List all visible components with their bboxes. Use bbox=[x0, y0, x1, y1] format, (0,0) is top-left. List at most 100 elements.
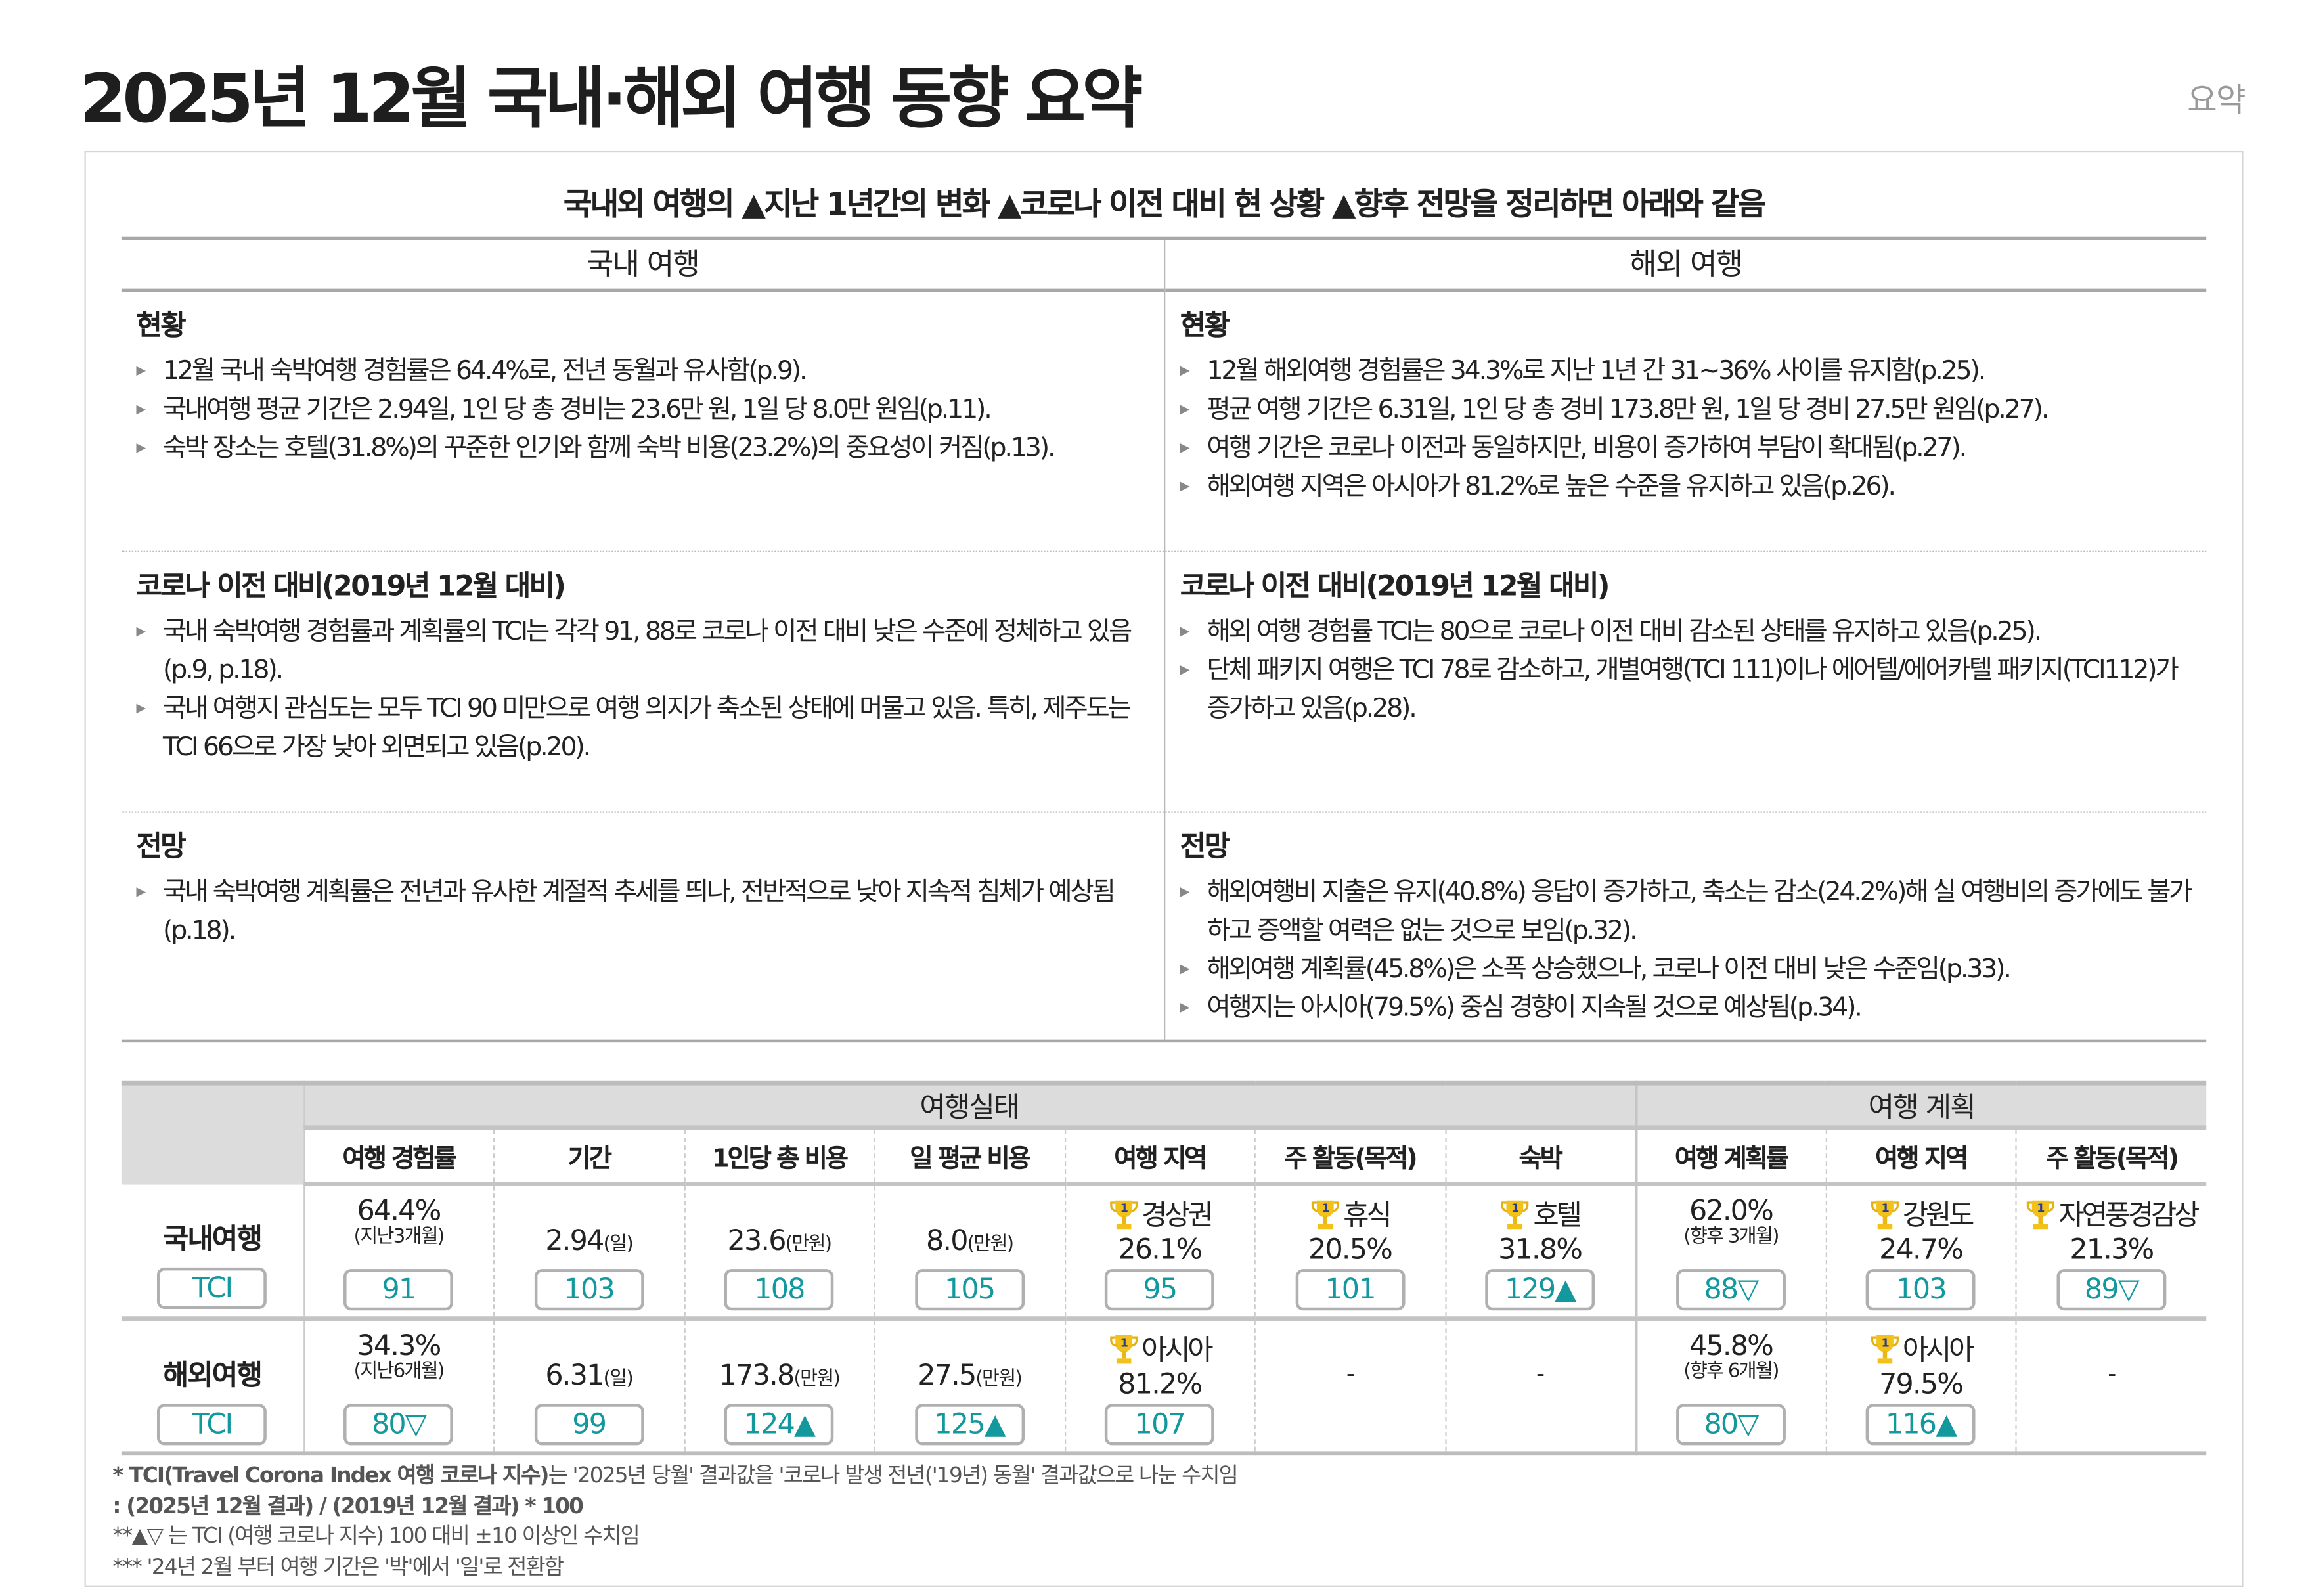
column-header: 일 평균 비용 bbox=[874, 1127, 1065, 1186]
section-tag: 요약 bbox=[2187, 83, 2246, 120]
trophy-icon: 1 bbox=[1109, 1200, 1138, 1230]
stats-table: 여행실태 여행 계획 여행 경험률 기간 1인당 총 비용 일 평균 비용 여행 지역 주 … bbox=[121, 1080, 2207, 1456]
stat-value: 2.94(일) bbox=[545, 1224, 633, 1258]
tci-value: 80▽ bbox=[343, 1404, 454, 1446]
trophy-icon: 1 bbox=[1312, 1200, 1340, 1230]
tci-value: 99 bbox=[534, 1404, 644, 1446]
column-header: 여행 계획률 bbox=[1633, 1127, 1826, 1186]
content-flow: 국내 여행 현황 12월 국내 숙박여행 경험률은 64.4%로, 전년 동월과 … bbox=[112, 236, 2207, 1583]
column-header: 주 활동(목적) bbox=[2015, 1127, 2207, 1186]
column-heading: 해외 여행 bbox=[1165, 240, 2207, 292]
svg-text:1: 1 bbox=[1881, 1202, 1889, 1215]
stat-value: 1 자연풍경감상 21.3% bbox=[2017, 1195, 2207, 1266]
table-cell: 8.0(만원) 105 bbox=[874, 1184, 1065, 1321]
table-cell: 45.8% (향후 6개월) 80▽ bbox=[1633, 1318, 1826, 1453]
tci-value: 80▽ bbox=[1676, 1404, 1786, 1446]
trophy-icon: 1 bbox=[1501, 1200, 1530, 1230]
svg-text:1: 1 bbox=[1881, 1337, 1889, 1350]
stat-value: 6.31(일) bbox=[545, 1359, 633, 1392]
bullet-item: 평균 여행 기간은 6.31일, 1인 당 총 경비 173.8만 원, 1일 … bbox=[1180, 391, 2198, 430]
bullet-item: 국내여행 평균 기간은 2.94일, 1인 당 총 경비는 23.6만 원, 1… bbox=[136, 391, 1155, 430]
summary-section: 현황 12월 국내 숙박여행 경험률은 64.4%로, 전년 동월과 유사함(p.… bbox=[121, 292, 1164, 552]
stat-value: 1 아시아 81.2% bbox=[1065, 1330, 1254, 1401]
footnotes: * TCI(Travel Corona Index 여행 코로나 지수)는 '2… bbox=[112, 1461, 2206, 1583]
svg-text:1: 1 bbox=[1120, 1337, 1128, 1350]
rank-name: 호텔 bbox=[1533, 1199, 1582, 1232]
column-header: 숙박 bbox=[1444, 1127, 1636, 1186]
table-cell: 1 휴식 20.5% 101 bbox=[1254, 1184, 1446, 1321]
summary-panel: 국내 여행 현황 12월 국내 숙박여행 경험률은 64.4%로, 전년 동월과 … bbox=[121, 236, 2207, 1043]
row-label: 해외여행 bbox=[162, 1359, 263, 1392]
table-cell: 1 강원도 24.7% 103 bbox=[1825, 1184, 2016, 1321]
summary-subtitle: 국내외 여행의 ▲지난 1년간의 변화 ▲코로나 이전 대비 현 상황 ▲향후 … bbox=[563, 187, 1766, 223]
bullet-item: 국내 숙박여행 경험률과 계획률의 TCI는 각각 91, 88로 코로나 이전… bbox=[136, 613, 1155, 690]
summary-section: 현황 12월 해외여행 경험률은 34.3%로 지난 1년 간 31~36% 사이… bbox=[1165, 292, 2207, 552]
tci-value: 103 bbox=[1866, 1269, 1976, 1311]
bullet-item: 해외 여행 경험률 TCI는 80으로 코로나 이전 대비 감소된 상태를 유지… bbox=[1180, 613, 2198, 652]
tci-value: 105 bbox=[914, 1269, 1025, 1311]
tci-value: 108 bbox=[724, 1269, 834, 1311]
stat-value: 23.6(만원) bbox=[727, 1224, 833, 1258]
bullet-item: 12월 해외여행 경험률은 34.3%로 지난 1년 간 31~36% 사이를 … bbox=[1180, 353, 2198, 391]
rank-name: 아시아 bbox=[1902, 1334, 1975, 1367]
group-header-plan: 여행 계획 bbox=[1633, 1083, 2207, 1130]
content-frame bbox=[84, 150, 2244, 1587]
section-title: 코로나 이전 대비(2019년 12월 대비) bbox=[1180, 569, 1610, 603]
tci-label: TCI bbox=[157, 1404, 267, 1446]
bullet-item: 해외여행 지역은 아시아가 81.2%로 높은 수준을 유지하고 있음(p.26… bbox=[1180, 468, 2198, 506]
bullet-item: 해외여행비 지출은 유지(40.8%) 응답이 증가하고, 축소는 감소(24.… bbox=[1180, 874, 2198, 950]
section-title: 현황 bbox=[1180, 309, 1230, 342]
table-cell: 1 아시아 79.5% 116▲ bbox=[1825, 1318, 2016, 1453]
rank-name: 아시아 bbox=[1141, 1334, 1214, 1367]
tci-value: 89▽ bbox=[2056, 1269, 2167, 1311]
footnote-3: *** '24년 2월 부터 여행 기간은 '박'에서 '일'로 전환함 bbox=[112, 1555, 564, 1580]
bullet-item: 12월 국내 숙박여행 경험률은 64.4%로, 전년 동월과 유사함(p.9)… bbox=[136, 353, 1155, 391]
table-cell: 6.31(일) 99 bbox=[493, 1318, 684, 1453]
stat-value: 62.0% (향후 3개월) bbox=[1683, 1195, 1779, 1249]
trophy-icon: 1 bbox=[1871, 1335, 1899, 1364]
rank-name: 자연풍경감상 bbox=[2058, 1199, 2200, 1232]
svg-text:1: 1 bbox=[1120, 1202, 1128, 1215]
summary-column-overseas: 해외 여행 현황 12월 해외여행 경험률은 34.3%로 지난 1년 간 31~… bbox=[1164, 240, 2207, 1040]
column-header: 주 활동(목적) bbox=[1254, 1127, 1446, 1186]
stat-value: 1 호텔 31.8% bbox=[1446, 1195, 1634, 1266]
column-header: 여행 경험률 bbox=[303, 1127, 494, 1186]
summary-section: 전망해외여행비 지출은 유지(40.8%) 응답이 증가하고, 축소는 감소(2… bbox=[1165, 813, 2206, 1040]
stat-value: 64.4% (지난3개월) bbox=[353, 1195, 445, 1249]
stat-value: 1 아시아 79.5% bbox=[1827, 1330, 2015, 1401]
bullet-item: 해외여행 계획률(45.8%)은 소폭 상승했으나, 코로나 이전 대비 낮은 … bbox=[1180, 950, 2198, 989]
table-cell: 173.8(만원) 124▲ bbox=[683, 1318, 875, 1453]
stat-value: 1 휴식 20.5% bbox=[1256, 1195, 1444, 1266]
tci-value: 125▲ bbox=[914, 1404, 1025, 1446]
section-title: 현황 bbox=[136, 309, 186, 342]
section-title: 전망 bbox=[1180, 830, 1230, 864]
table-cell: 1 호텔 31.8% 129▲ bbox=[1444, 1184, 1636, 1321]
bullet-item: 여행 기간은 코로나 이전과 동일하지만, 비용이 증가하여 부담이 확대됨(p… bbox=[1180, 430, 2198, 468]
stat-value: 27.5(만원) bbox=[918, 1359, 1023, 1392]
table-corner bbox=[121, 1083, 305, 1184]
table-cell: - bbox=[2015, 1318, 2207, 1453]
stat-value: 8.0(만원) bbox=[925, 1224, 1014, 1258]
table-cell: 64.4% (지난3개월) 91 bbox=[303, 1184, 494, 1321]
tci-value: 88▽ bbox=[1676, 1269, 1786, 1311]
page-title: 2025년 12월 국내·해외 여행 동향 요약 bbox=[79, 59, 1143, 138]
footnote-2: **▲▽ 는 TCI (여행 코로나 지수) 100 대비 ±10 이상인 수치… bbox=[112, 1525, 640, 1549]
bullet-item: 단체 패키지 여행은 TCI 78로 감소하고, 개별여행(TCI 111)이나… bbox=[1180, 652, 2198, 728]
empty-value: - bbox=[2108, 1359, 2116, 1388]
bullet-item: 국내 여행지 관심도는 모두 TCI 90 미만으로 여행 의지가 축소된 상태… bbox=[136, 690, 1155, 767]
footnote-1-formula: : (2025년 12월 결과) / (2019년 12월 결과) * 100 bbox=[112, 1494, 584, 1518]
table-cell: 1 경상권 26.1% 95 bbox=[1063, 1184, 1255, 1321]
summary-section: 코로나 이전 대비(2019년 12월 대비) 국내 숙박여행 경험률과 계획률의… bbox=[121, 552, 1164, 813]
table-row: 해외여행 TCI 34.3% (지난6개월) 80▽ 6.31(일) 99 173.8(만원… bbox=[122, 1318, 2207, 1453]
trophy-icon: 1 bbox=[2027, 1200, 2055, 1230]
empty-value: - bbox=[1536, 1359, 1545, 1388]
tci-value: 124▲ bbox=[724, 1404, 834, 1446]
svg-text:1: 1 bbox=[1512, 1202, 1520, 1215]
tci-value: 101 bbox=[1295, 1269, 1405, 1311]
stat-value: 1 강원도 24.7% bbox=[1827, 1195, 2015, 1266]
table-cell: 23.6(만원) 108 bbox=[683, 1184, 875, 1321]
summary-section: 전망국내 숙박여행 계획률은 전년과 유사한 계절적 추세를 띄나, 전반적으로… bbox=[122, 813, 1164, 1021]
summary-section: 코로나 이전 대비(2019년 12월 대비) 해외 여행 경험률 TCI는 80… bbox=[1165, 552, 2207, 813]
column-header: 1인당 총 비용 bbox=[683, 1127, 875, 1186]
